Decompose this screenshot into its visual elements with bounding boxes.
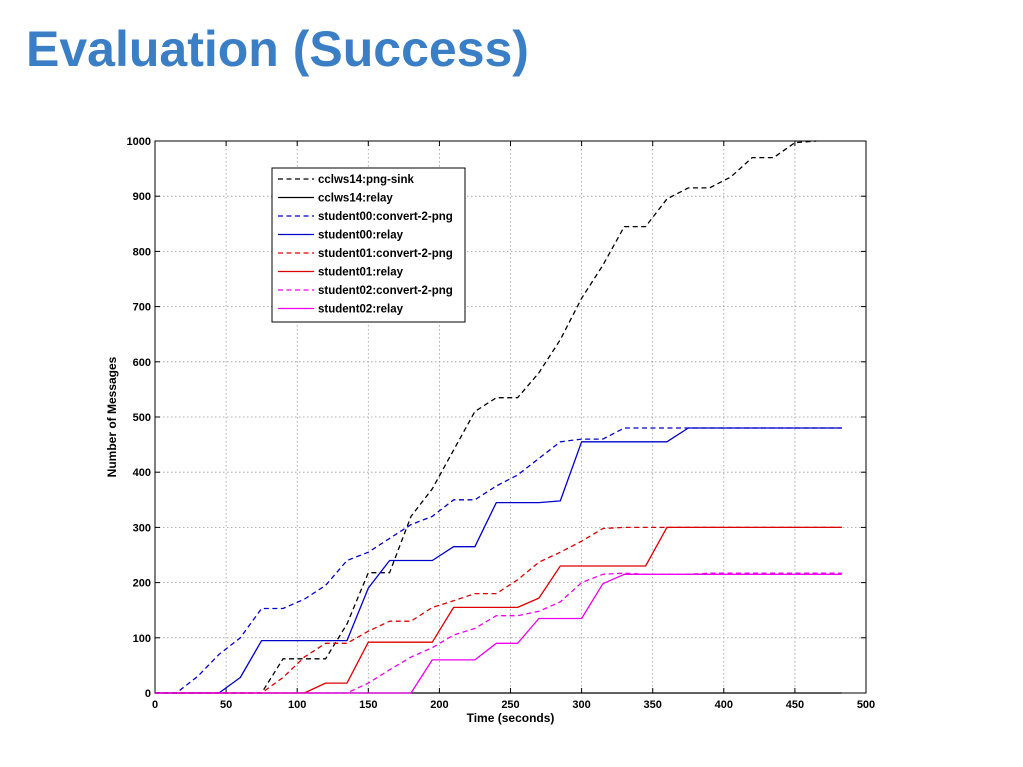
x-tick-label: 250 <box>501 699 519 711</box>
x-tick-label: 0 <box>152 699 158 711</box>
y-tick-label: 400 <box>133 467 151 479</box>
legend-label: student02:convert-2-png <box>318 285 453 297</box>
slide-title: Evaluation (Success) <box>26 21 529 77</box>
y-tick-label: 300 <box>133 522 151 534</box>
legend-label: student02:relay <box>318 304 404 316</box>
x-tick-label: 50 <box>220 699 232 711</box>
y-axis-title: Number of Messages <box>105 356 119 477</box>
x-tick-label: 100 <box>288 699 306 711</box>
legend-label: student00:convert-2-png <box>318 211 453 223</box>
series-lines <box>155 140 842 694</box>
legend-label: student01:convert-2-png <box>318 248 453 260</box>
y-tick-label: 1000 <box>127 136 151 148</box>
y-tick-label: 200 <box>133 578 151 590</box>
x-tick-label: 450 <box>786 699 804 711</box>
series-line-student01-relay <box>155 526 842 694</box>
y-tick-label: 700 <box>133 302 151 314</box>
y-tick-label: 500 <box>133 412 151 424</box>
series-line-cclws14-png-sink <box>155 140 817 694</box>
x-tick-label: 300 <box>572 699 590 711</box>
x-tick-label: 500 <box>857 699 875 711</box>
series-line-student02-convert-2-png <box>155 572 842 694</box>
grid <box>155 141 866 693</box>
axis-ticks: 0 50 100 150 200 250 300 350 400 450 500 0 100 200 300… <box>127 136 876 711</box>
x-axis-title: Time (seconds) <box>467 711 555 725</box>
legend-label: cclws14:relay <box>318 193 393 205</box>
y-tick-label: 100 <box>133 633 151 645</box>
y-tick-label: 800 <box>133 246 151 258</box>
x-tick-label: 350 <box>644 699 662 711</box>
x-tick-label: 200 <box>430 699 448 711</box>
y-tick-label: 900 <box>133 191 151 203</box>
y-tick-label: 600 <box>133 357 151 369</box>
x-tick-label: 150 <box>359 699 377 711</box>
legend-box <box>271 167 466 323</box>
legend-label: student00:relay <box>318 230 404 242</box>
legend-label: student01:relay <box>318 267 404 279</box>
series-line-student02-relay <box>155 573 842 694</box>
x-tick-label: 400 <box>715 699 733 711</box>
legend: cclws14:png-sink cclws14:relay student00:c… <box>271 167 466 323</box>
series-line-student00-relay <box>155 427 842 694</box>
series-line-student00-convert-2-png <box>155 427 842 694</box>
series-line-student01-convert-2-png <box>155 526 842 694</box>
legend-label: cclws14:png-sink <box>318 174 414 186</box>
y-tick-label: 0 <box>145 688 151 700</box>
